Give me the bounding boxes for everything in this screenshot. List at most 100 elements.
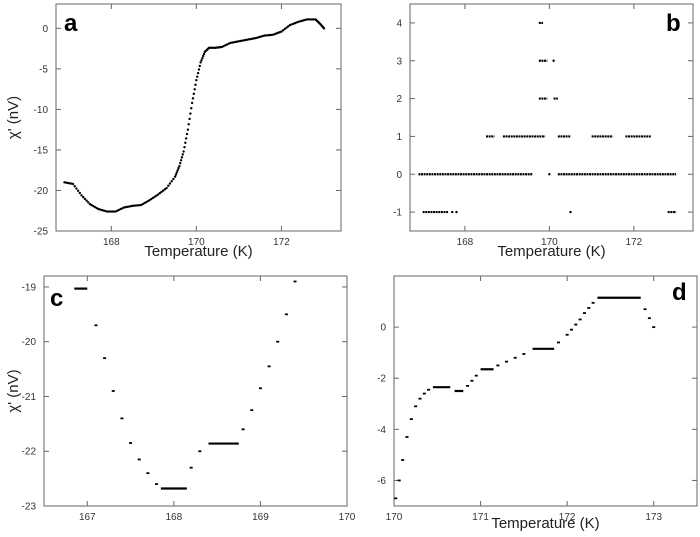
data-point [201, 54, 205, 58]
data-point [505, 360, 509, 363]
data-point [160, 190, 163, 194]
x-tick-label: 168 [457, 237, 474, 248]
data-point [405, 436, 409, 438]
data-point [185, 132, 189, 136]
data-point [161, 189, 165, 192]
plot-frame [43, 275, 348, 507]
data-point [284, 313, 288, 316]
data-point [168, 182, 172, 185]
y-tick-label: -15 [34, 145, 49, 156]
data-point [283, 27, 287, 31]
data-point [309, 18, 312, 21]
data-point [82, 195, 85, 199]
x-tick-label: 173 [645, 512, 662, 523]
data-point [120, 417, 124, 420]
data-point [87, 201, 90, 204]
x-tick-label: 167 [79, 512, 96, 523]
data-point [179, 159, 183, 162]
data-point [153, 195, 156, 198]
data-point [103, 357, 107, 360]
data-point [196, 75, 199, 78]
data-point [184, 137, 188, 140]
data-point [179, 162, 182, 165]
y-tick-label: 1 [396, 132, 402, 143]
data-point [199, 61, 202, 64]
data-point [78, 191, 82, 195]
plot-frame [409, 3, 694, 232]
data-point [165, 186, 168, 190]
data-point [287, 25, 290, 28]
x-tick-label: 172 [273, 237, 290, 248]
data-point [201, 56, 204, 60]
data-point [111, 390, 115, 392]
y-tick-label: -6 [377, 476, 386, 487]
data-point [652, 326, 656, 329]
chart-panel-d: 170 171 172 173 0 -2 -4 -6 d Temperature (K) [377, 275, 698, 532]
data-point [109, 210, 112, 213]
y-tick-label: -20 [22, 337, 37, 348]
data-point [137, 458, 141, 461]
x-tick-label: 171 [472, 512, 489, 523]
data-point [175, 171, 179, 174]
data-point [267, 365, 271, 368]
data-point [250, 409, 254, 412]
chart-panel-b: 168 170 172 4 3 2 1 0 -1 b Temperature (K) [393, 3, 694, 260]
data-point [158, 192, 161, 195]
data-point [574, 323, 578, 326]
data-point [578, 318, 582, 321]
y-tick-label: 0 [42, 24, 48, 35]
data-point [73, 185, 76, 188]
data-point [409, 418, 413, 421]
y-tick-label: -23 [22, 502, 37, 513]
data-point [178, 164, 181, 168]
data-point [194, 83, 197, 86]
plot-frame [55, 3, 342, 232]
data-point [75, 187, 78, 190]
data-point [474, 374, 478, 377]
panel-label-c: c [50, 285, 63, 312]
data-point [167, 184, 170, 187]
y-tick-label: 3 [396, 56, 402, 67]
data-point [322, 27, 326, 30]
chart-panel-c: 167 168 169 170 -19 -20 -21 -22 -23 c χ' (nV) [5, 275, 356, 523]
data-point [83, 197, 87, 201]
x-axis-label: Temperature (K) [491, 515, 599, 532]
data-point [451, 210, 454, 214]
data-point [258, 387, 262, 390]
data-point [156, 193, 160, 196]
data-point [241, 428, 245, 431]
x-axis-label: Temperature (K) [144, 243, 252, 260]
data-point [183, 145, 186, 149]
data-point [556, 341, 560, 344]
x-axis-label: Temperature (K) [497, 243, 605, 260]
data-point [193, 88, 196, 91]
data-point [280, 30, 283, 33]
data-point [184, 141, 187, 144]
data-point [418, 397, 422, 400]
x-tick-label: 170 [339, 512, 356, 523]
data-point [188, 117, 191, 121]
data-point [107, 210, 110, 213]
data-point [196, 71, 200, 75]
data-point [427, 388, 431, 391]
data-point [552, 59, 555, 62]
data-point [174, 173, 178, 176]
data-point [569, 210, 572, 214]
data-point [71, 182, 75, 186]
data-point [172, 177, 175, 181]
y-tick-label: -2 [377, 374, 386, 385]
data-point [647, 317, 651, 320]
data-point [146, 472, 150, 475]
data-point [496, 364, 500, 367]
data-point [522, 353, 526, 355]
data-point [155, 483, 159, 485]
panel-label-a: a [64, 10, 78, 37]
plot-frame [393, 275, 698, 507]
data-point [276, 340, 280, 343]
x-tick-label: 172 [559, 512, 576, 523]
data-point [310, 18, 314, 21]
chart-panel-a: 168 170 172 0 -5 -10 -15 -20 -25 a Temperature (K)… [5, 3, 342, 260]
data-point [569, 328, 573, 331]
data-point [307, 18, 310, 21]
